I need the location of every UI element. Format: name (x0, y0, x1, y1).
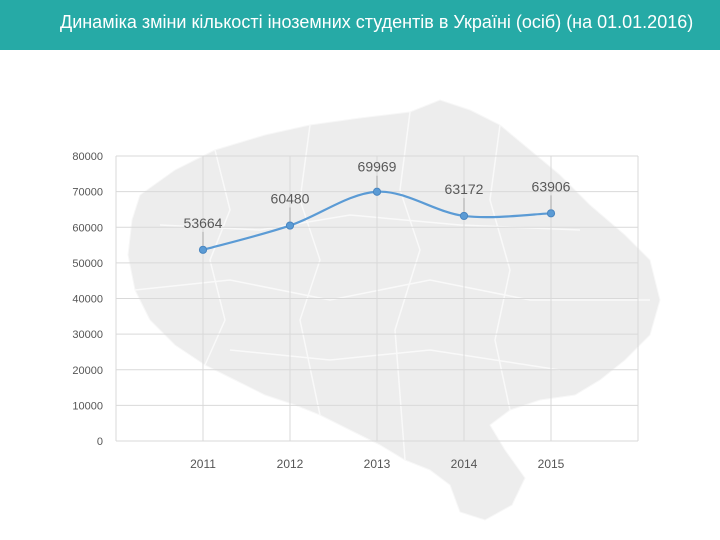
y-tick-label: 30000 (72, 329, 103, 341)
y-tick-label: 50000 (72, 258, 103, 270)
y-axis-ticks: 0 10000 20000 30000 40000 50000 60000 70000 8000… (72, 151, 103, 448)
data-labels: 53664 60480 69969 63172 63906 (184, 159, 571, 246)
data-label: 63172 (445, 181, 484, 197)
x-tick-label: 2011 (190, 457, 216, 471)
y-tick-label: 10000 (72, 400, 103, 412)
ukraine-map-background (127, 99, 661, 521)
data-label: 69969 (358, 159, 397, 175)
y-tick-label: 80000 (72, 151, 103, 163)
gridlines (115, 155, 639, 442)
x-tick-label: 2012 (277, 457, 304, 471)
data-label: 53664 (184, 215, 223, 231)
y-tick-label: 60000 (72, 222, 103, 234)
y-tick-label: 70000 (72, 187, 103, 199)
data-point (198, 245, 208, 254)
title-bar: Динаміка зміни кількості іноземних студе… (0, 0, 720, 50)
data-point (372, 187, 382, 196)
data-point (459, 211, 469, 221)
data-label: 60480 (271, 191, 310, 207)
data-label: 63906 (532, 178, 571, 194)
x-tick-label: 2014 (451, 457, 478, 471)
y-tick-label: 0 (97, 436, 103, 448)
x-tick-label: 2013 (364, 457, 391, 471)
data-points (198, 187, 556, 254)
page-title: Динаміка зміни кількості іноземних студе… (60, 12, 694, 32)
x-tick-label: 2015 (538, 457, 565, 471)
x-axis-ticks: 2011 2012 2013 2014 2015 (190, 457, 565, 471)
y-tick-label: 20000 (72, 365, 103, 377)
data-point (285, 221, 295, 230)
y-tick-label: 40000 (72, 294, 103, 306)
data-point (546, 209, 556, 218)
